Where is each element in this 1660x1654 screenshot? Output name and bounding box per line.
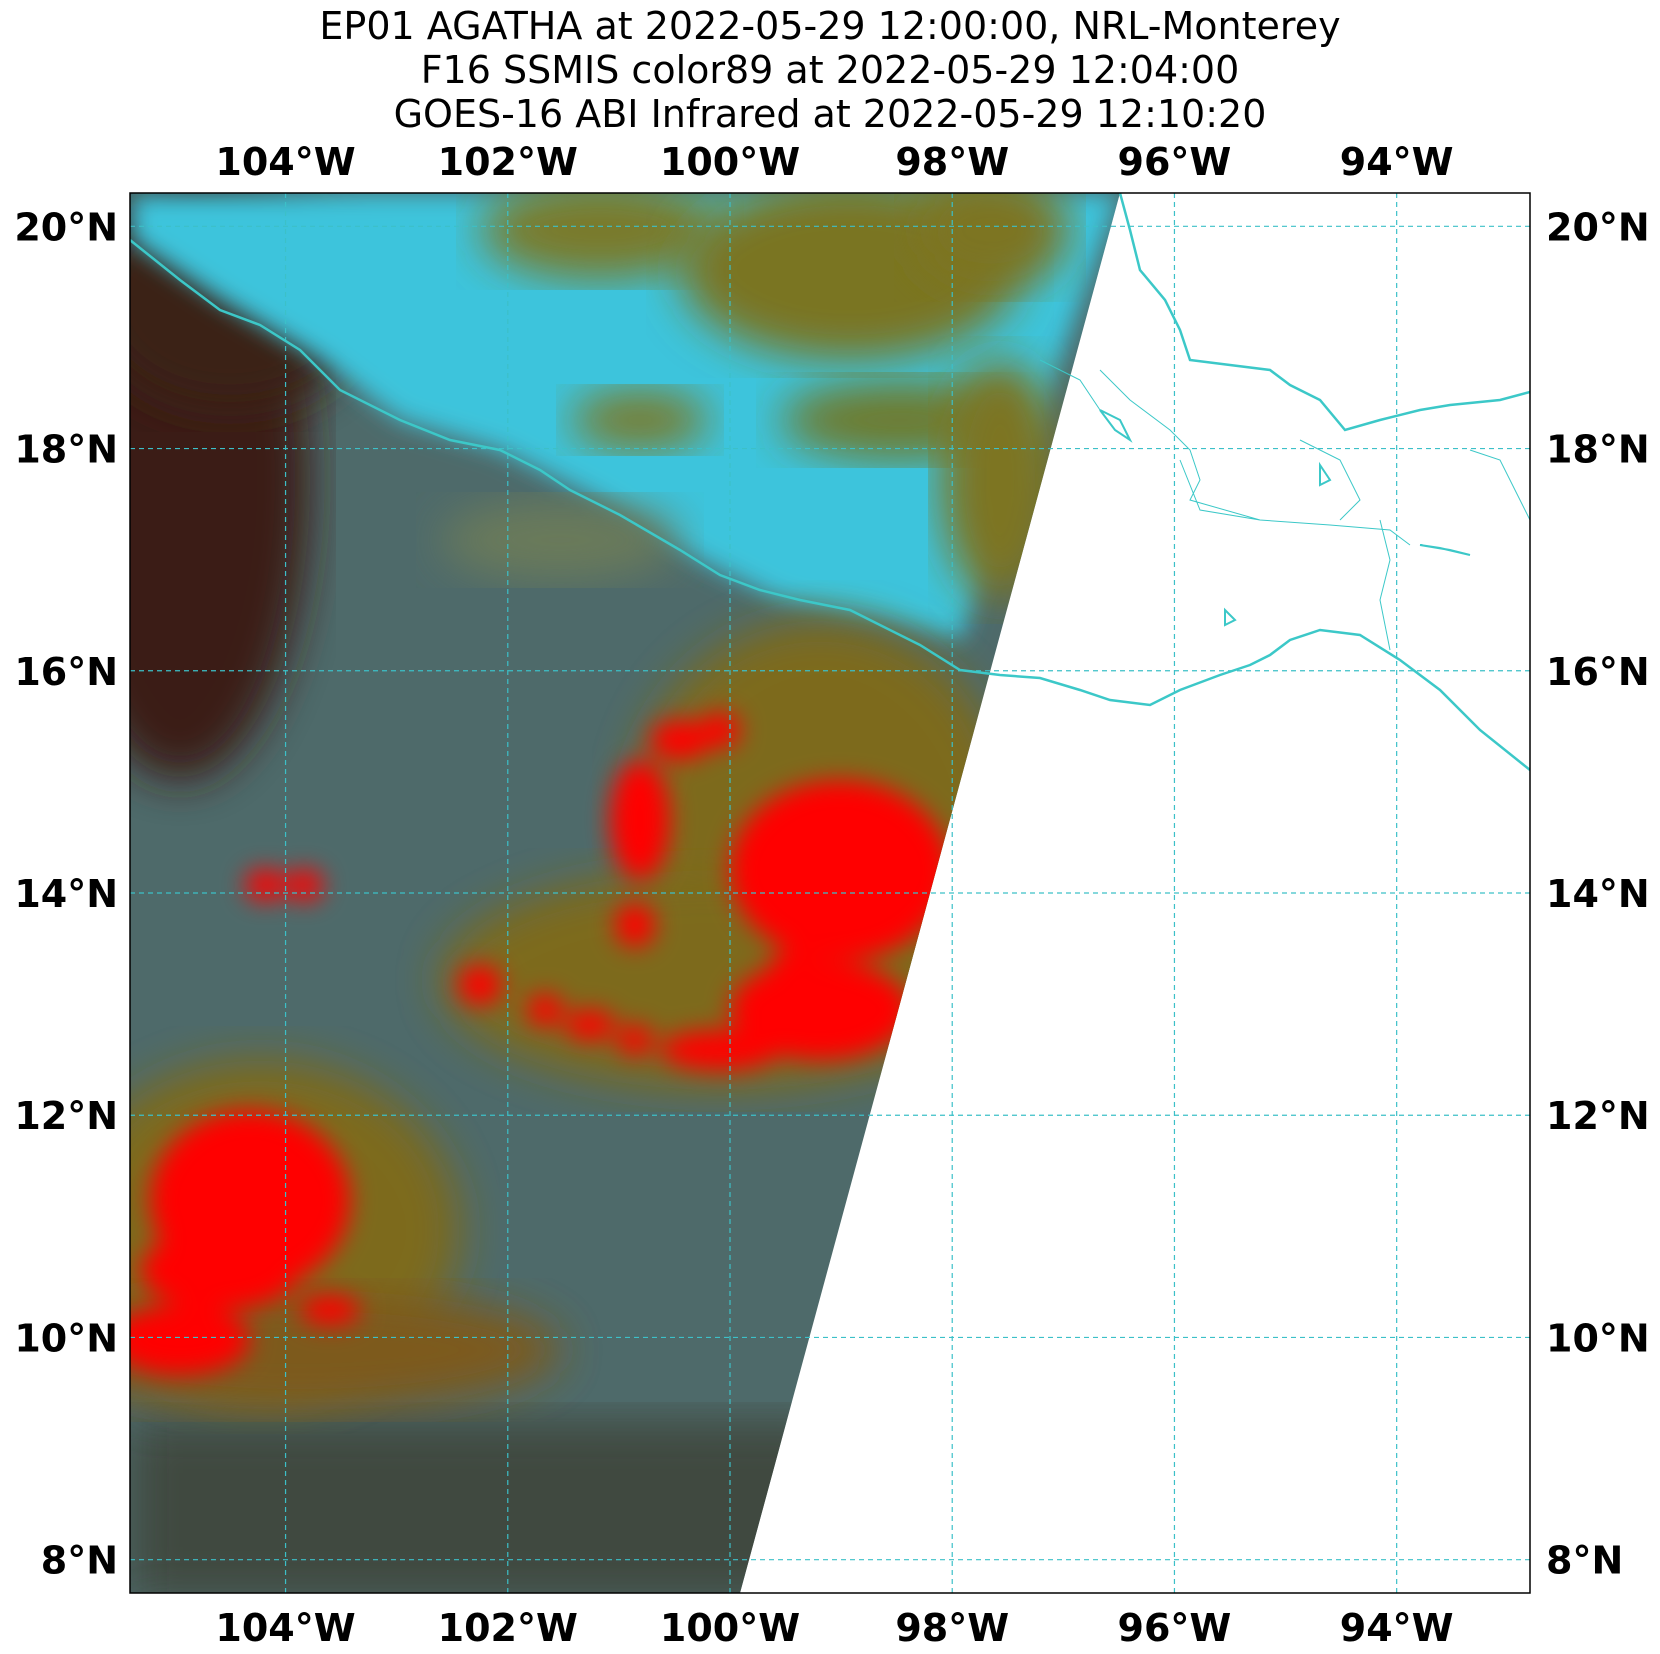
lat-tick-label-left: 20°N — [14, 205, 118, 249]
lake-3 — [1419, 544, 1471, 556]
lon-tick-label-bottom: 96°W — [1118, 1606, 1232, 1650]
lake-4 — [1224, 607, 1237, 627]
map-frame — [129, 192, 1531, 1594]
lon-tick-label-bottom: 104°W — [215, 1606, 355, 1650]
lat-tick-label-right: 8°N — [1546, 1539, 1623, 1583]
tick-labels: 104°W 104°W 102°W 102°W 100°W 100°W 98°W 98°W 96… — [14, 140, 1649, 1650]
lat-tick-label-right: 12°N — [1546, 1094, 1650, 1138]
lon-tick-label-bottom: 102°W — [438, 1606, 578, 1650]
lon-tick-label-bottom: 98°W — [895, 1606, 1009, 1650]
coastline-gulf — [1118, 193, 1530, 432]
lat-tick-label-right: 10°N — [1546, 1316, 1650, 1360]
lat-tick-label-left: 16°N — [14, 650, 118, 694]
title-line-2: F16 SSMIS color89 at 2022-05-29 12:04:00 — [420, 48, 1240, 92]
lat-tick-label-right: 16°N — [1546, 650, 1650, 694]
lat-tick-label-left: 8°N — [41, 1539, 118, 1583]
lat-tick-label-right: 20°N — [1546, 205, 1650, 249]
coastline-pacific — [130, 239, 1530, 771]
title-line-1: EP01 AGATHA at 2022-05-29 12:00:00, NRL-… — [319, 4, 1341, 48]
lon-tick-label-top: 98°W — [895, 140, 1009, 184]
lon-tick-label-top: 104°W — [215, 140, 355, 184]
lon-tick-label-bottom: 100°W — [660, 1606, 800, 1650]
lake-2 — [1319, 461, 1332, 487]
satellite-swath — [130, 193, 1120, 1593]
lat-tick-label-left: 12°N — [14, 1094, 118, 1138]
lake-1 — [1099, 409, 1133, 443]
state-borders — [1039, 359, 1530, 651]
convection-cores — [130, 712, 950, 1375]
title-line-3: GOES-16 ABI Infrared at 2022-05-29 12:10… — [393, 92, 1267, 136]
lat-tick-label-left: 14°N — [14, 872, 118, 916]
lat-tick-label-right: 18°N — [1546, 428, 1650, 472]
lat-tick-label-left: 18°N — [14, 428, 118, 472]
lon-tick-label-bottom: 94°W — [1340, 1606, 1454, 1650]
lon-tick-label-top: 102°W — [438, 140, 578, 184]
lon-tick-label-top: 94°W — [1340, 140, 1454, 184]
coastline-lines — [130, 193, 1530, 771]
lon-tick-label-top: 100°W — [660, 140, 800, 184]
lat-tick-label-right: 14°N — [1546, 872, 1650, 916]
lon-tick-label-top: 96°W — [1118, 140, 1232, 184]
lat-tick-label-left: 10°N — [14, 1316, 118, 1360]
